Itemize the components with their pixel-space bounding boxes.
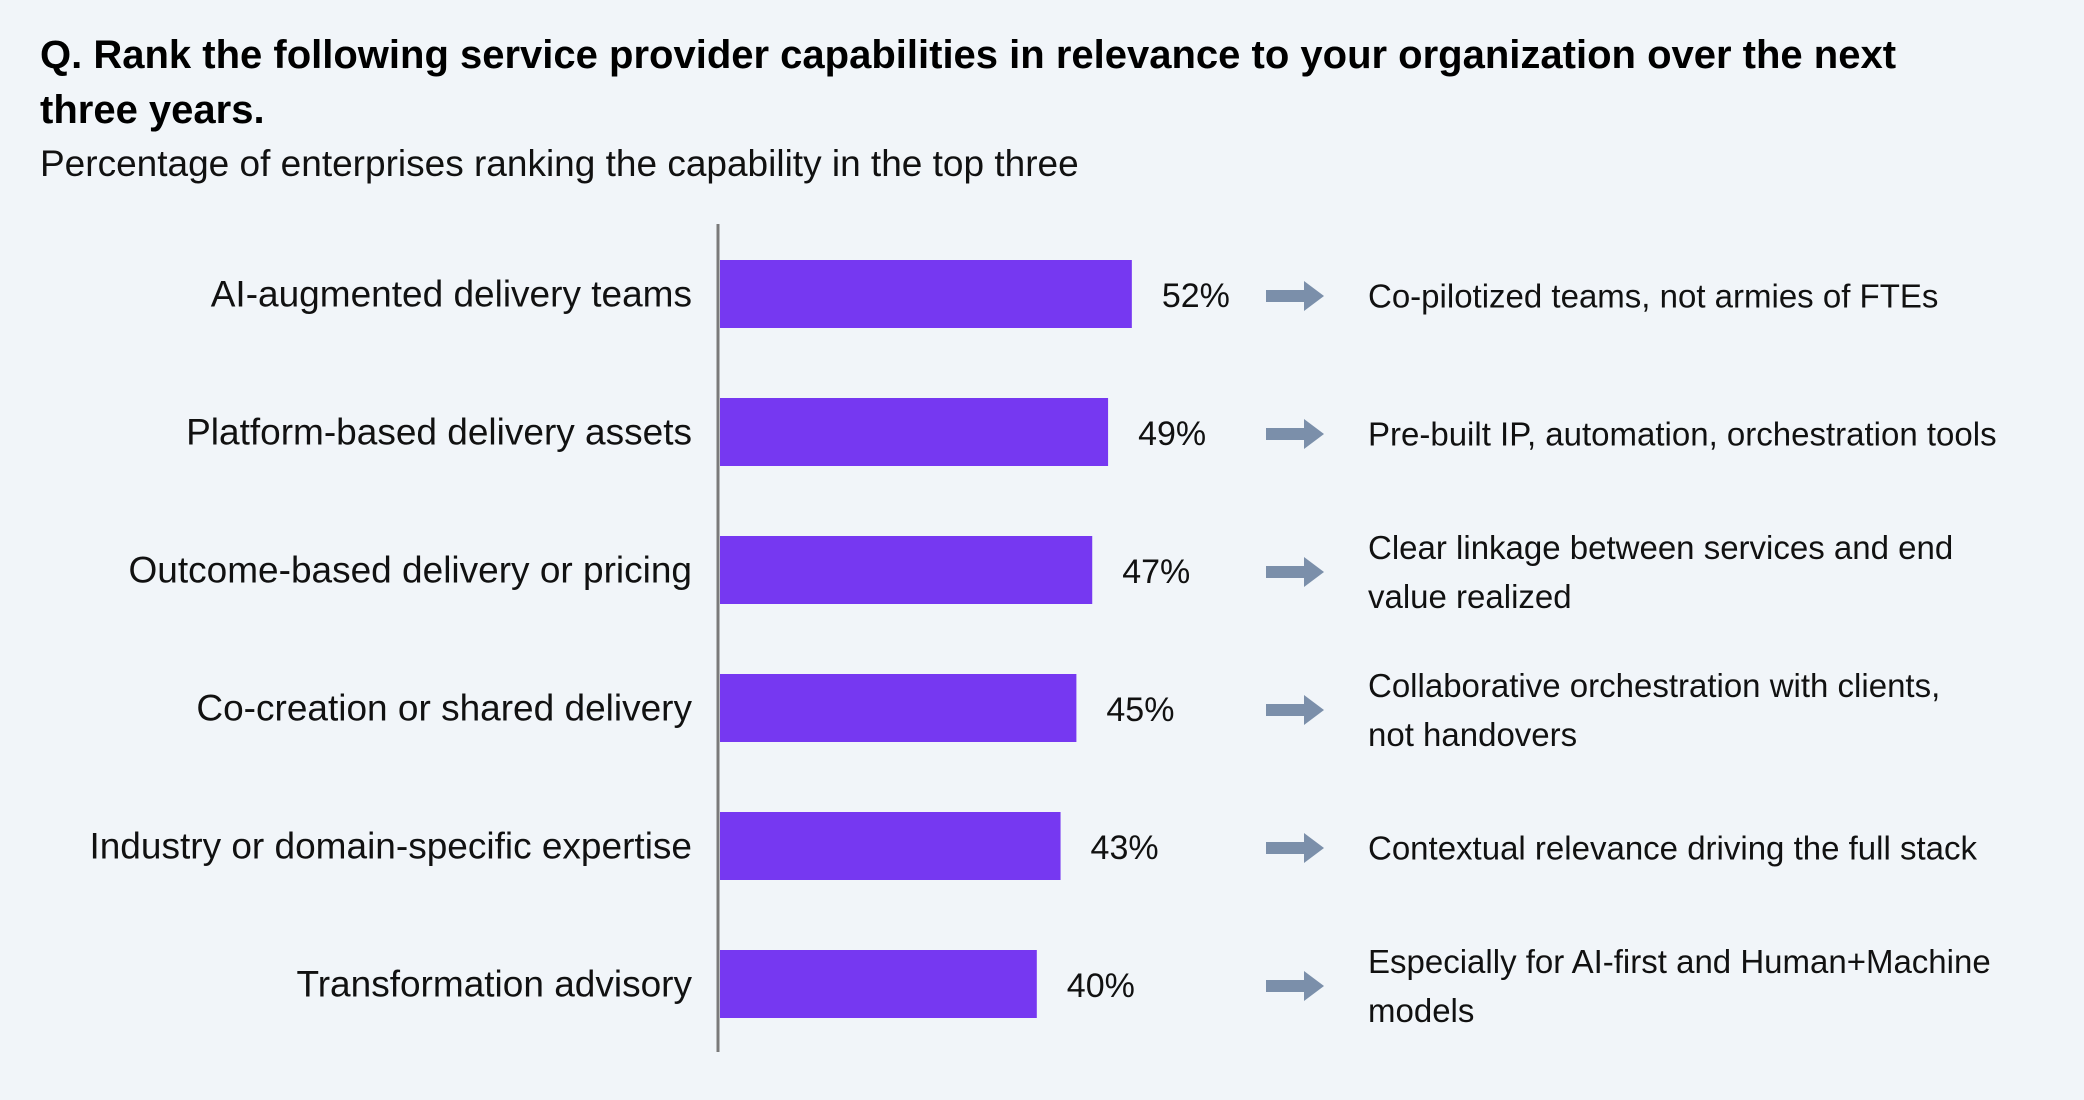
annotation-text: Collaborative orchestration with clients… xyxy=(1368,667,1940,704)
value-labels-group: 52% 49% 47% 45% 43% 40% xyxy=(1067,277,1230,1005)
annotations-group: Co-pilotized teams, not armies of FTEs Pr… xyxy=(1368,278,1997,1030)
category-labels-group: AI-augmented delivery teams Platform-base… xyxy=(89,274,692,1005)
category-label: Outcome-based delivery or pricing xyxy=(129,550,692,591)
annotation-text: models xyxy=(1368,992,1474,1029)
right-arrow-icon xyxy=(1266,281,1324,311)
page-subtitle: Percentage of enterprises ranking the ca… xyxy=(40,143,1079,184)
value-label: 49% xyxy=(1138,415,1206,453)
annotation-text: Contextual relevance driving the full st… xyxy=(1368,830,1977,867)
value-label: 40% xyxy=(1067,967,1135,1005)
right-arrow-icon xyxy=(1266,833,1324,863)
right-arrow-icon xyxy=(1266,557,1324,587)
bar xyxy=(720,674,1077,742)
category-label: Co-creation or shared delivery xyxy=(196,688,692,729)
category-label: AI-augmented delivery teams xyxy=(211,274,692,315)
page-title: Q. Rank the following service provider c… xyxy=(40,33,1897,132)
bar xyxy=(720,812,1061,880)
category-label: Platform-based delivery assets xyxy=(186,412,692,453)
annotation-text: not handovers xyxy=(1368,716,1577,753)
arrows-group xyxy=(1266,281,1324,1001)
annotation-text: value realized xyxy=(1368,578,1572,615)
annotation-text: Pre-built IP, automation, orchestration … xyxy=(1368,416,1997,453)
bar xyxy=(720,398,1109,466)
annotation-text: Especially for AI-first and Human+Machin… xyxy=(1368,943,1991,980)
annotation-text: Clear linkage between services and end xyxy=(1368,529,1953,566)
bar xyxy=(720,260,1132,328)
bars-group xyxy=(720,260,1132,1018)
bar xyxy=(720,536,1093,604)
bar xyxy=(720,950,1037,1018)
category-label: Transformation advisory xyxy=(297,964,693,1005)
value-label: 43% xyxy=(1091,829,1159,867)
annotation-text: Co-pilotized teams, not armies of FTEs xyxy=(1368,278,1938,315)
right-arrow-icon xyxy=(1266,971,1324,1001)
right-arrow-icon xyxy=(1266,419,1324,449)
right-arrow-icon xyxy=(1266,695,1324,725)
value-label: 52% xyxy=(1162,277,1230,315)
value-label: 45% xyxy=(1106,691,1174,729)
value-label: 47% xyxy=(1122,553,1190,591)
category-label: Industry or domain-specific expertise xyxy=(89,826,692,867)
